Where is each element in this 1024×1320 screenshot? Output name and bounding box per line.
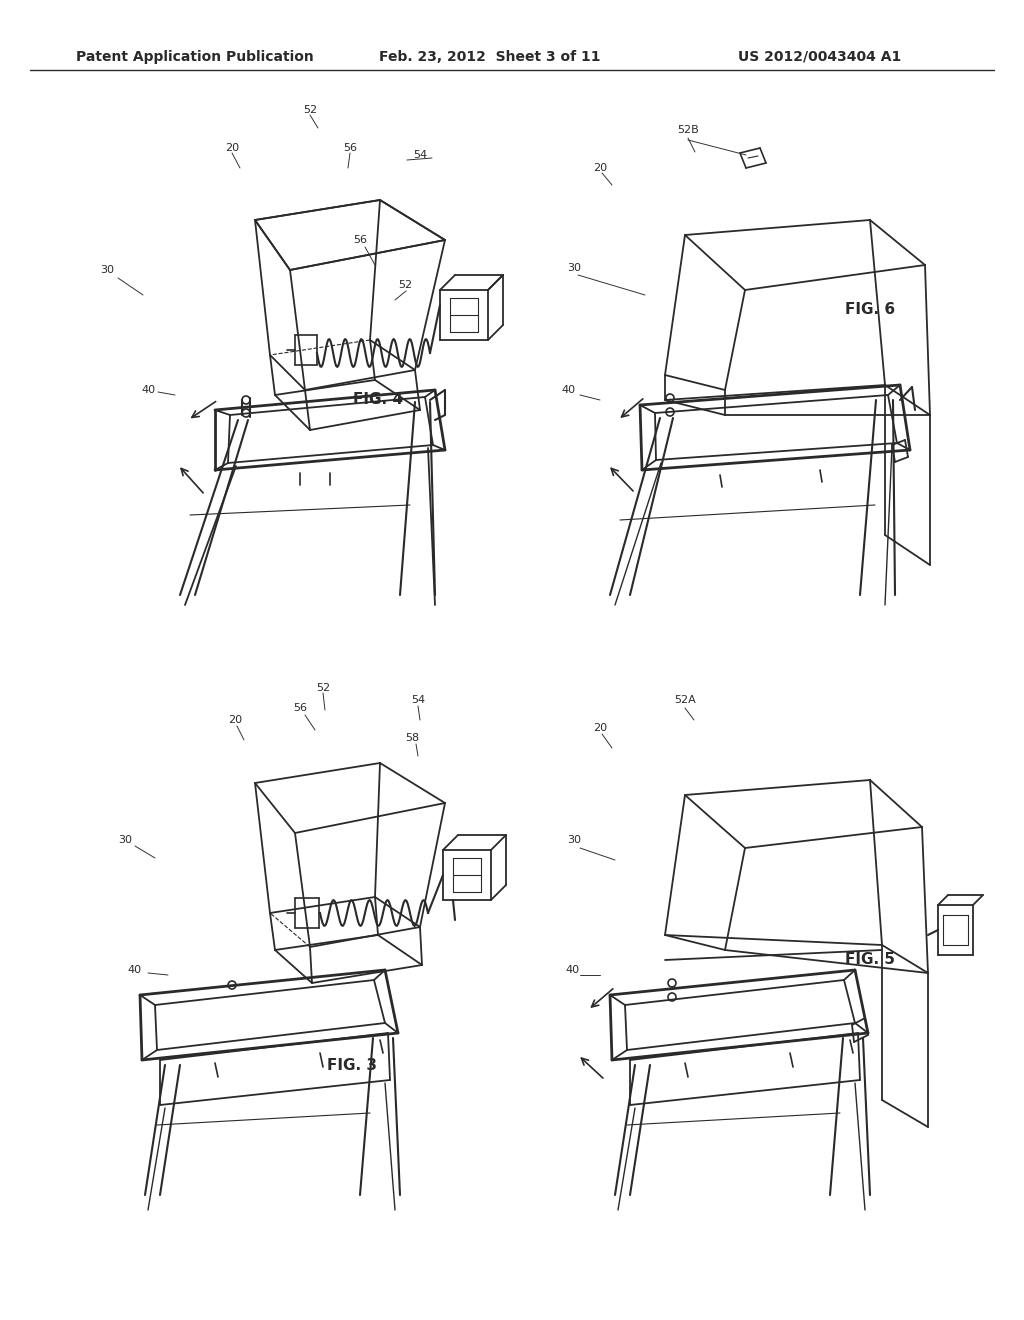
Text: FIG. 3: FIG. 3 bbox=[327, 1057, 377, 1072]
Text: 30: 30 bbox=[118, 836, 132, 845]
Text: US 2012/0043404 A1: US 2012/0043404 A1 bbox=[738, 50, 901, 63]
Text: 54: 54 bbox=[411, 696, 425, 705]
Text: 30: 30 bbox=[100, 265, 114, 275]
Text: Patent Application Publication: Patent Application Publication bbox=[76, 50, 314, 63]
Text: 52: 52 bbox=[303, 106, 317, 115]
Text: 20: 20 bbox=[225, 143, 239, 153]
Text: FIG. 5: FIG. 5 bbox=[845, 953, 895, 968]
Text: Feb. 23, 2012  Sheet 3 of 11: Feb. 23, 2012 Sheet 3 of 11 bbox=[379, 50, 601, 63]
Text: 40: 40 bbox=[128, 965, 142, 975]
Text: 52: 52 bbox=[398, 280, 412, 290]
Text: 52A: 52A bbox=[674, 696, 696, 705]
Text: 58: 58 bbox=[404, 733, 419, 743]
Text: 40: 40 bbox=[561, 385, 575, 395]
Text: 56: 56 bbox=[293, 704, 307, 713]
Text: 54: 54 bbox=[413, 150, 427, 160]
Text: 30: 30 bbox=[567, 263, 581, 273]
Text: 30: 30 bbox=[567, 836, 581, 845]
Text: 20: 20 bbox=[593, 723, 607, 733]
Text: 52: 52 bbox=[316, 682, 330, 693]
Text: 40: 40 bbox=[565, 965, 579, 975]
Text: 40: 40 bbox=[141, 385, 155, 395]
Text: 20: 20 bbox=[228, 715, 242, 725]
Text: 20: 20 bbox=[593, 162, 607, 173]
Text: 52B: 52B bbox=[677, 125, 698, 135]
Text: 56: 56 bbox=[343, 143, 357, 153]
Text: FIG. 6: FIG. 6 bbox=[845, 302, 895, 318]
Text: 56: 56 bbox=[353, 235, 367, 246]
Text: FIG. 4: FIG. 4 bbox=[353, 392, 403, 408]
